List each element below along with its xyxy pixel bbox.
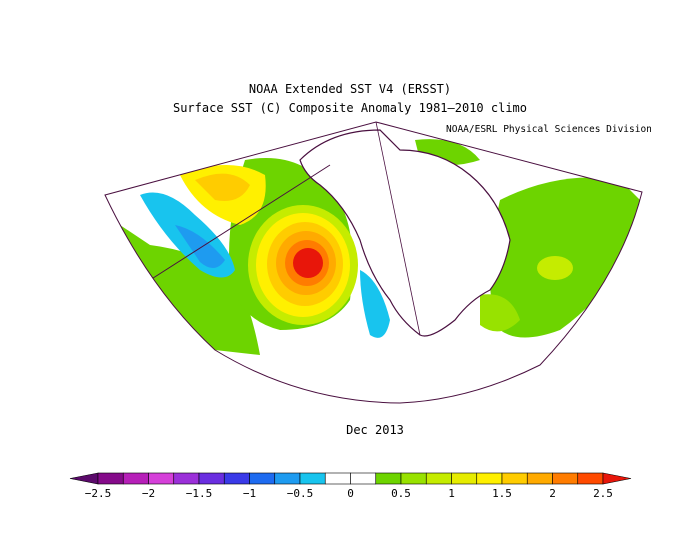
colorbar-swatch — [552, 472, 579, 485]
anomaly-region-atlantic-patch — [537, 256, 573, 280]
colorbar-tick-label: 1 — [448, 487, 455, 500]
colorbar-swatch — [350, 472, 377, 485]
colorbar-tick-label: −0.5 — [286, 487, 314, 500]
colorbar-swatch — [249, 472, 276, 485]
colorbar-arrow-high — [602, 472, 632, 485]
anomaly-region-central-pacific-core — [195, 173, 250, 201]
date-label: Dec 2013 — [346, 423, 404, 437]
colorbar-swatch — [375, 472, 402, 485]
colorbar-tick-label: 2.5 — [593, 487, 613, 500]
colorbar-swatch — [299, 472, 326, 485]
colorbar-swatch — [526, 472, 553, 485]
colorbar-swatch — [476, 472, 503, 485]
colorbar-tick-label: −2 — [141, 487, 156, 500]
colorbar-swatch — [198, 472, 225, 485]
colorbar-swatch — [451, 472, 478, 485]
graticule-line — [375, 122, 421, 336]
colorbar-tick-label: 1.5 — [492, 487, 512, 500]
colorbar-swatch — [173, 472, 200, 485]
colorbar-swatch — [148, 472, 175, 485]
colorbar-swatch — [324, 472, 351, 485]
colorbar-tick-label: 0 — [347, 487, 354, 500]
colorbar-swatch — [400, 472, 427, 485]
anomaly-region-n-atlantic — [490, 177, 640, 338]
colorbar-tick-label: −1 — [242, 487, 257, 500]
colorbar-swatch — [501, 472, 528, 485]
anomaly-region-baja-cold — [360, 270, 390, 338]
chart-title: NOAA Extended SST V4 (ERSST) — [248, 82, 452, 96]
graticule-line — [149, 164, 331, 281]
colorbar-arrow-low — [69, 472, 99, 485]
colorbar-swatch — [97, 472, 124, 485]
map-frame — [104, 121, 643, 404]
coastline — [299, 129, 511, 337]
colorbar-swatch — [274, 472, 301, 485]
chart-subtitle: Surface SST (C) Composite Anomaly 1981–2… — [172, 101, 527, 115]
colorbar-swatch — [577, 472, 604, 485]
colorbar-swatch — [425, 472, 452, 485]
anomaly-region-cold-core — [175, 225, 225, 269]
colorbar-tick-label: 2 — [549, 487, 556, 500]
anomaly-region-sw-pacific — [105, 215, 260, 355]
colorbar-tick-label: −2.5 — [84, 487, 112, 500]
north-america-land — [300, 130, 510, 336]
anomaly-region-gulf — [480, 294, 520, 332]
colorbar-swatch — [122, 472, 149, 485]
credit-label: NOAA/ESRL Physical Sciences Division — [446, 124, 652, 135]
blob-core — [293, 248, 323, 278]
colorbar-tick-label: 0.5 — [391, 487, 411, 500]
colorbar-swatch — [223, 472, 250, 485]
colorbar-tick-label: −1.5 — [185, 487, 213, 500]
